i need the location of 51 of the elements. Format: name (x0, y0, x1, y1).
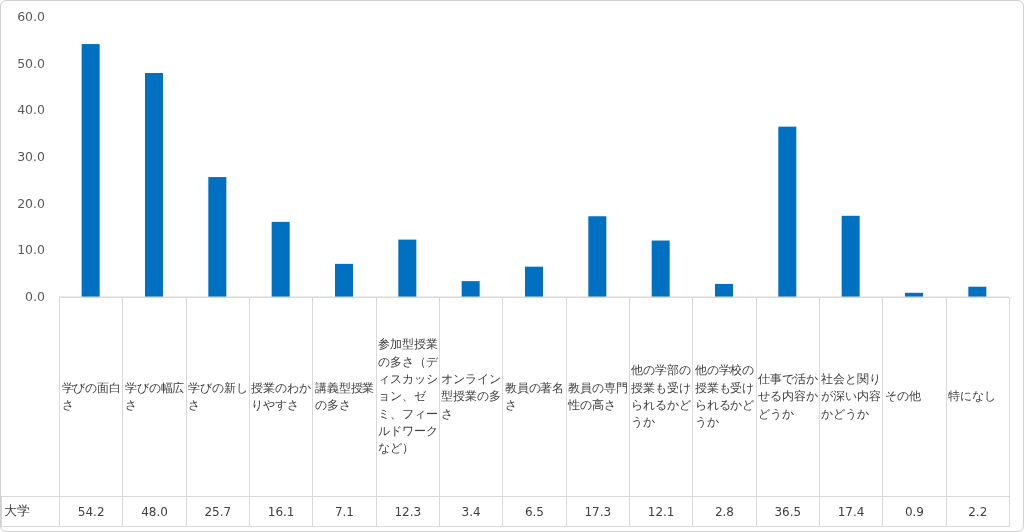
x-tick-label: 学びの幅広さ (122, 297, 187, 497)
data-label: 25.7 (186, 496, 250, 527)
x-tick-label: 授業のわかりやすさ (249, 297, 313, 497)
x-tick-label: 教員の著名さ (502, 297, 567, 497)
x-tick-label: 学びの新しさ (186, 297, 250, 497)
y-tick-label: 30.0 (17, 149, 46, 164)
x-tick-label: オンライン型授業の多さ (439, 297, 503, 497)
x-tick-label: 学びの面白さ (59, 297, 123, 497)
data-label: 12.1 (629, 496, 693, 527)
y-tick-label: 10.0 (17, 242, 46, 258)
y-tick-label: 20.0 (17, 195, 46, 211)
data-label: 2.2 (946, 496, 1010, 527)
bar (715, 283, 733, 297)
bar (398, 239, 417, 297)
data-label: 17.4 (819, 496, 883, 527)
bar (588, 216, 607, 297)
data-label: 54.2 (59, 496, 123, 527)
x-tick-label: 講義型授業の多さ (312, 297, 377, 497)
data-label: 16.1 (249, 496, 313, 527)
data-label: 7.1 (312, 496, 377, 527)
bar (271, 221, 290, 297)
bar (335, 263, 353, 297)
x-tick-label: 仕事で活かせる内容かどうか (756, 297, 820, 497)
data-label: 17.3 (566, 496, 630, 527)
data-label: 36.5 (756, 496, 820, 527)
data-label: 6.5 (502, 496, 567, 527)
bar (208, 177, 227, 297)
data-label: 2.8 (692, 496, 757, 527)
bar (81, 44, 100, 297)
x-tick-label: 特になし (946, 297, 1010, 497)
text: 大学 (1, 496, 60, 527)
y-tick-label: 40.0 (17, 102, 46, 118)
bar (461, 281, 480, 297)
y-tick-label: 0.0 (25, 289, 46, 304)
data-label: 12.3 (376, 496, 440, 527)
data-label: 3.4 (439, 496, 503, 527)
bar (525, 266, 543, 297)
x-tick-label: 参加型授業の多さ（ディスカッション、ゼミ、フィールドワークなど） (376, 297, 440, 497)
x-tick-label: 他の学部の授業も受けられるかどうか (629, 297, 693, 497)
y-tick-label: 60.0 (17, 9, 46, 24)
bar (651, 240, 670, 297)
data-label: 0.9 (882, 496, 947, 527)
bar (778, 126, 797, 297)
bar (145, 73, 163, 297)
bar (841, 215, 860, 297)
x-tick-label: その他 (882, 297, 947, 497)
y-tick-label: 50.0 (17, 55, 46, 71)
x-tick-label: 他の学校の授業も受けられるかどうか (692, 297, 757, 497)
x-tick-label: 教員の専門性の高さ (566, 297, 630, 497)
x-tick-label: 社会と関りが深い内容かどうか (819, 297, 883, 497)
data-label: 48.0 (122, 496, 187, 527)
